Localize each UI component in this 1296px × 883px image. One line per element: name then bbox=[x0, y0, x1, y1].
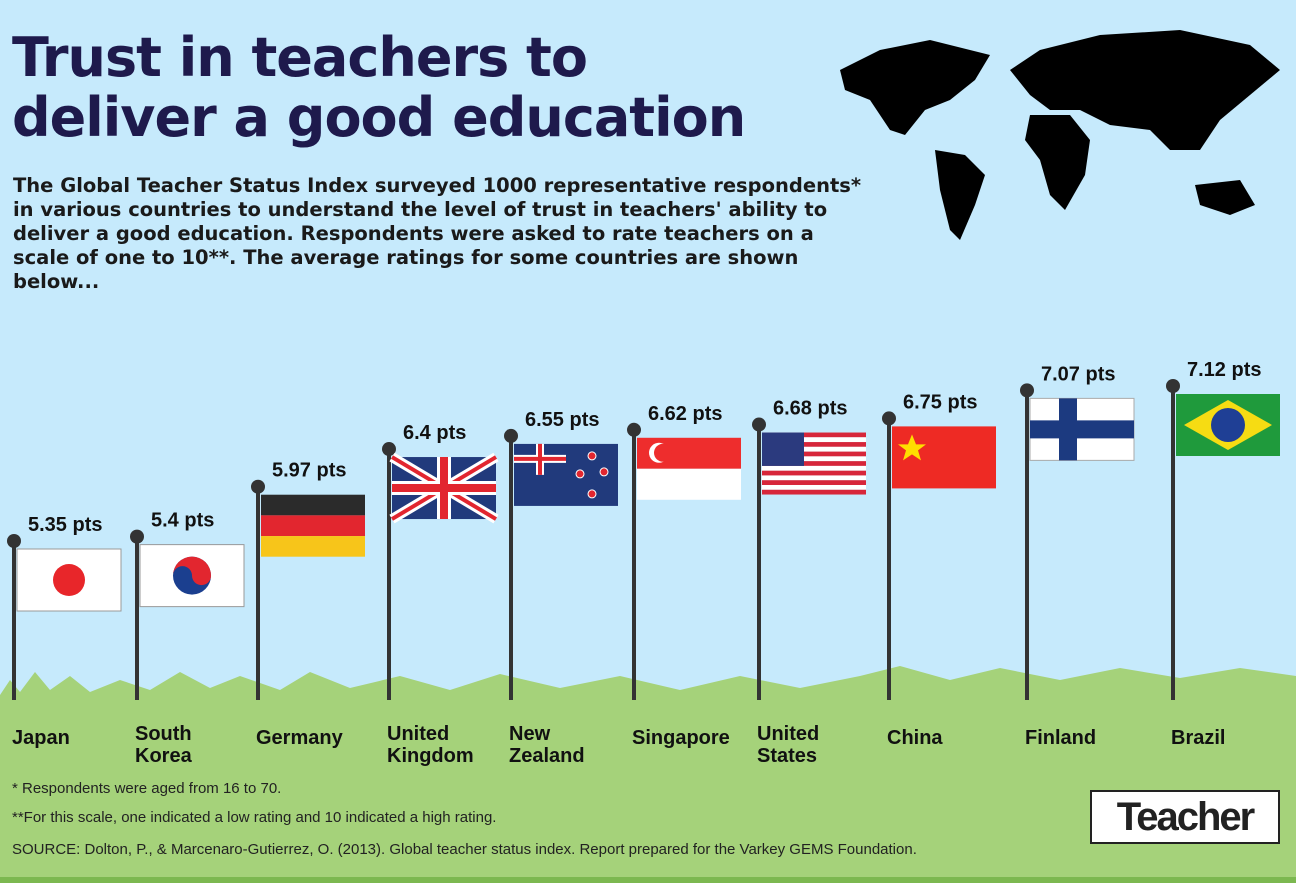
flag bbox=[514, 443, 618, 506]
flag-canton bbox=[762, 432, 804, 466]
flag-stripe bbox=[762, 456, 866, 462]
value-label: 6.4 pts bbox=[403, 422, 466, 444]
category-label: United Kingdom bbox=[387, 723, 474, 767]
flag-stripe bbox=[261, 494, 365, 516]
flag-emblem bbox=[173, 556, 211, 586]
category-label: Brazil bbox=[1171, 727, 1225, 749]
category-label: Finland bbox=[1025, 727, 1096, 749]
flag bbox=[1176, 394, 1280, 456]
pole-knob bbox=[1166, 379, 1180, 393]
pole-knob bbox=[627, 422, 641, 437]
flag-stripe bbox=[762, 461, 866, 466]
pole-knob bbox=[504, 428, 518, 443]
flag-stripe bbox=[261, 515, 365, 537]
logo: Teacher bbox=[1090, 790, 1280, 844]
flag-field bbox=[892, 426, 996, 489]
flag-stripe bbox=[762, 451, 866, 457]
flag bbox=[16, 548, 122, 612]
flag bbox=[139, 544, 245, 608]
flag-star bbox=[599, 467, 609, 477]
value-label: 5.97 pts bbox=[272, 460, 346, 482]
flag-star bbox=[587, 451, 597, 461]
flag bbox=[637, 437, 741, 500]
flag-stripe bbox=[762, 446, 866, 452]
flag-stripe bbox=[762, 480, 866, 485]
title: Trust in teachers to deliver a good educ… bbox=[12, 26, 746, 149]
value-label: 6.75 pts bbox=[903, 391, 977, 413]
flag-stripe bbox=[762, 442, 866, 447]
category-label: New Zealand bbox=[509, 723, 585, 767]
pole-knob bbox=[752, 417, 766, 432]
flag-stripe bbox=[762, 432, 866, 438]
footnote: * Respondents were aged from 16 to 70. bbox=[12, 780, 282, 797]
flag-cross bbox=[392, 457, 496, 520]
source: SOURCE: Dolton, P., & Marcenaro-Gutierre… bbox=[12, 841, 917, 858]
footnote: **For this scale, one indicated a low ra… bbox=[12, 809, 497, 826]
value-label: 6.68 pts bbox=[773, 398, 847, 420]
category-label: United States bbox=[757, 723, 819, 767]
flag-star bbox=[575, 469, 585, 479]
pole-knob bbox=[130, 529, 144, 544]
flag-cross bbox=[1030, 398, 1134, 461]
value-label: 5.35 pts bbox=[28, 514, 102, 536]
flag-stripe bbox=[762, 489, 866, 495]
pole-knob bbox=[251, 479, 265, 494]
category-label: Japan bbox=[12, 727, 70, 749]
value-label: 7.07 pts bbox=[1041, 363, 1115, 385]
flag bbox=[261, 494, 365, 557]
flag-stripe bbox=[762, 437, 866, 443]
flag bbox=[389, 452, 499, 524]
value-label: 6.55 pts bbox=[525, 409, 599, 431]
ground-band bbox=[0, 877, 1296, 883]
grass bbox=[0, 666, 1296, 883]
flag bbox=[1029, 397, 1135, 461]
category-label: Singapore bbox=[632, 727, 730, 749]
flag-stripe bbox=[261, 536, 365, 557]
pole-knob bbox=[7, 534, 21, 548]
flag-emblem bbox=[654, 443, 672, 462]
flag bbox=[892, 426, 996, 489]
flag-star bbox=[898, 434, 926, 461]
pole-knob bbox=[882, 411, 896, 426]
flag-field bbox=[637, 468, 741, 500]
flag-stripe bbox=[762, 465, 866, 471]
flag-stripe bbox=[762, 475, 866, 481]
pole-knob bbox=[382, 442, 396, 457]
flag-emblem bbox=[53, 564, 85, 596]
value-label: 6.62 pts bbox=[648, 403, 722, 425]
flag-cross bbox=[514, 443, 566, 475]
flag-emblem bbox=[1211, 408, 1245, 442]
category-label: South Korea bbox=[135, 723, 193, 767]
subtitle: The Global Teacher Status Index surveyed… bbox=[13, 174, 862, 293]
world-map bbox=[840, 30, 1280, 240]
value-label: 7.12 pts bbox=[1187, 359, 1261, 381]
pole-knob bbox=[1020, 383, 1034, 398]
flag bbox=[762, 432, 866, 495]
flag-star bbox=[587, 489, 597, 499]
value-label: 5.4 pts bbox=[151, 510, 214, 532]
category-label: Germany bbox=[256, 727, 344, 749]
flag-stripe bbox=[762, 484, 866, 490]
category-label: China bbox=[887, 727, 943, 749]
flag-stripe bbox=[762, 470, 866, 476]
